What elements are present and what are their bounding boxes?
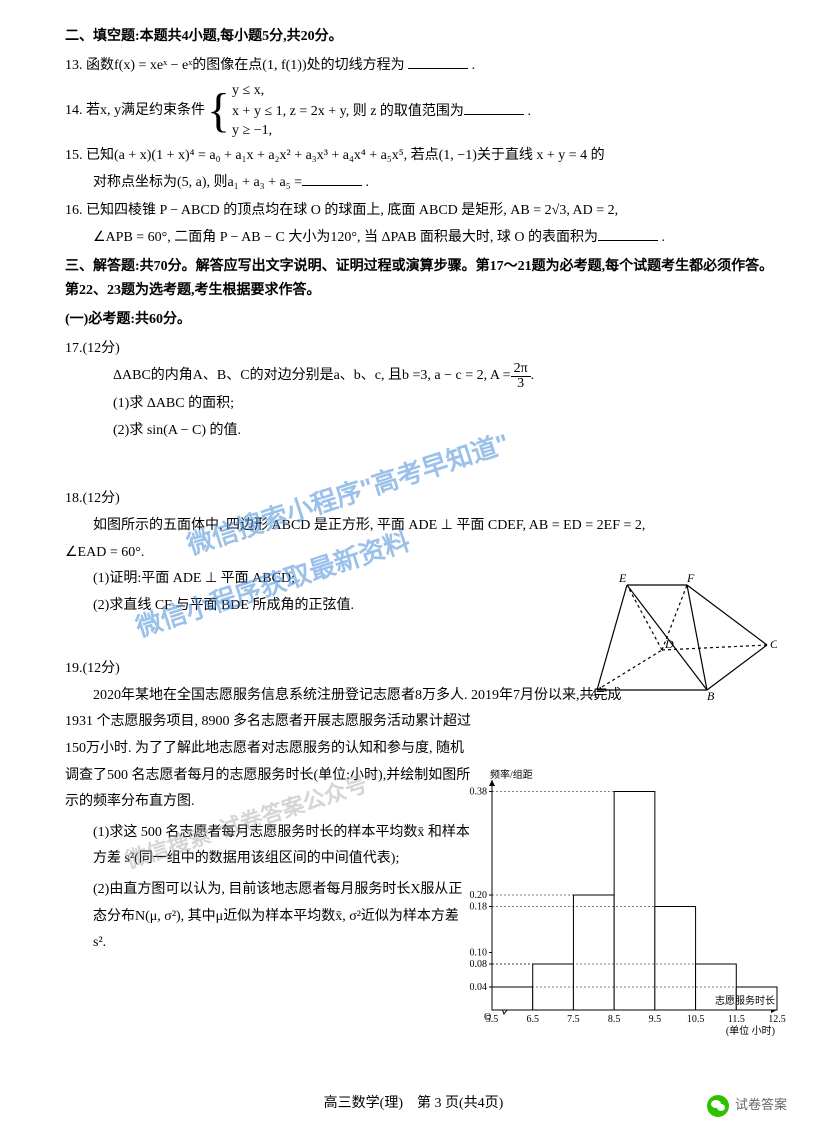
page-footer: 高三数学(理) 第 3 页(共4页): [0, 1091, 827, 1118]
q16-text2: ∠APB = 60°, 二面角 P − AB − C 大小为120°, 当 ΔP…: [93, 230, 598, 245]
svg-text:6.5: 6.5: [526, 1014, 539, 1025]
q17-1: (1)求 ΔABC 的面积;: [65, 391, 777, 418]
section3-title: 三、解答题:共70分。解答应写出文字说明、证明过程或演算步骤。第17～21题为必…: [65, 255, 777, 303]
q18-body2: ∠EAD = 60°.: [65, 540, 777, 567]
svg-text:0.20: 0.20: [470, 890, 488, 901]
q14-c2: x + y ≤ 1, z = 2x + y, 则 z 的取值范围为: [232, 104, 464, 119]
q14: 14. 若x, y满足约束条件 { y ≤ x, x + y ≤ 1, z = …: [65, 81, 777, 141]
section3-sub1: (一)必考题:共60分。: [65, 307, 777, 334]
q16-blank: [598, 227, 658, 241]
svg-text:C: C: [770, 637, 777, 651]
q14-blank: [464, 101, 524, 115]
geometry-figure: A B C D E F: [577, 570, 777, 700]
svg-text:9.5: 9.5: [649, 1014, 662, 1025]
q13-text: 13. 函数f(x) = xeˣ − eˣ的图像在点(1, f(1))处的切线方…: [65, 58, 405, 73]
q19-1: (1)求这 500 名志愿者每月志愿服务时长的样本平均数x̄ 和样本方差 s²(…: [65, 820, 475, 873]
q15-text: 15. 已知(a + x)(1 + x)⁴ = a₀ + a₁x + a₂x² …: [65, 143, 777, 170]
wechat-icon: [707, 1095, 729, 1117]
svg-text:(单位 小时): (单位 小时): [726, 1024, 775, 1037]
q15: 15. 已知(a + x)(1 + x)⁴ = a₀ + a₁x + a₂x² …: [65, 143, 777, 196]
q14-c3: y ≥ −1,: [232, 121, 531, 141]
q18-num: 18.(12分): [65, 486, 777, 513]
footer-right-text: 试卷答案: [735, 1093, 787, 1118]
svg-text:0.10: 0.10: [470, 948, 488, 959]
q17-body: ΔABC的内角A、B、C的对边分别是a、b、c, 且b =3, a − c = …: [113, 363, 511, 390]
q17-num: 17.(12分): [65, 336, 777, 363]
svg-text:10.5: 10.5: [687, 1014, 705, 1025]
svg-text:A: A: [589, 687, 598, 700]
svg-text:志愿服务时长: 志愿服务时长: [715, 994, 775, 1007]
q16-text1: 16. 已知四棱锥 P − ABCD 的顶点均在球 O 的球面上, 底面 ABC…: [65, 198, 777, 225]
q15-text2: 对称点坐标为(5, a), 则a₁ + a₃ + a₅ =: [93, 175, 302, 190]
svg-text:8.5: 8.5: [608, 1014, 621, 1025]
svg-text:频率/组距: 频率/组距: [490, 768, 533, 781]
q18-body1: 如图所示的五面体中, 四边形 ABCD 是正方形, 平面 ADE ⊥ 平面 CD…: [65, 513, 777, 540]
q16: 16. 已知四棱锥 P − ABCD 的顶点均在球 O 的球面上, 底面 ABC…: [65, 198, 777, 251]
q17-2: (2)求 sin(A − C) 的值.: [65, 418, 777, 445]
svg-text:0.04: 0.04: [470, 982, 488, 993]
svg-text:7.5: 7.5: [567, 1014, 580, 1025]
q19-2: (2)由直方图可以认为, 目前该地志愿者每月服务时长X服从正态分布N(μ, σ²…: [65, 877, 475, 957]
footer-right: 试卷答案: [707, 1093, 787, 1118]
svg-text:0.38: 0.38: [470, 787, 488, 798]
q13: 13. 函数f(x) = xeˣ − eˣ的图像在点(1, f(1))处的切线方…: [65, 53, 777, 80]
section2-title: 二、填空题:本题共4小题,每小题5分,共20分。: [65, 24, 777, 51]
q17-den-frac: 3: [511, 377, 531, 391]
q17-num-frac: 2π: [511, 362, 531, 377]
histogram-chart: 频率/组距0.040.080.100.180.200.385.56.57.58.…: [447, 765, 787, 1045]
svg-text:0.18: 0.18: [470, 902, 488, 913]
svg-text:11.5: 11.5: [728, 1014, 745, 1025]
q19-p2: 1931 个志愿服务项目, 8900 多名志愿者开展志愿服务活动累计超过150万…: [65, 709, 475, 815]
q14-c1: y ≤ x,: [232, 81, 531, 101]
q14-pre: 14. 若x, y满足约束条件: [65, 98, 205, 125]
svg-text:O: O: [484, 1012, 491, 1023]
svg-text:E: E: [618, 571, 627, 585]
svg-text:0.08: 0.08: [470, 959, 488, 970]
svg-text:D: D: [664, 637, 674, 651]
brace-icon: {: [207, 89, 230, 132]
q15-blank: [302, 172, 362, 186]
svg-text:F: F: [686, 571, 695, 585]
q17-frac: 2π 3: [511, 362, 531, 391]
q14-constraints: y ≤ x, x + y ≤ 1, z = 2x + y, 则 z 的取值范围为…: [232, 81, 531, 141]
q17: 17.(12分) ΔABC的内角A、B、C的对边分别是a、b、c, 且b =3,…: [65, 336, 777, 445]
q13-blank: [408, 55, 468, 69]
svg-text:12.5: 12.5: [768, 1014, 786, 1025]
svg-text:B: B: [707, 689, 715, 700]
period: .: [531, 363, 535, 390]
